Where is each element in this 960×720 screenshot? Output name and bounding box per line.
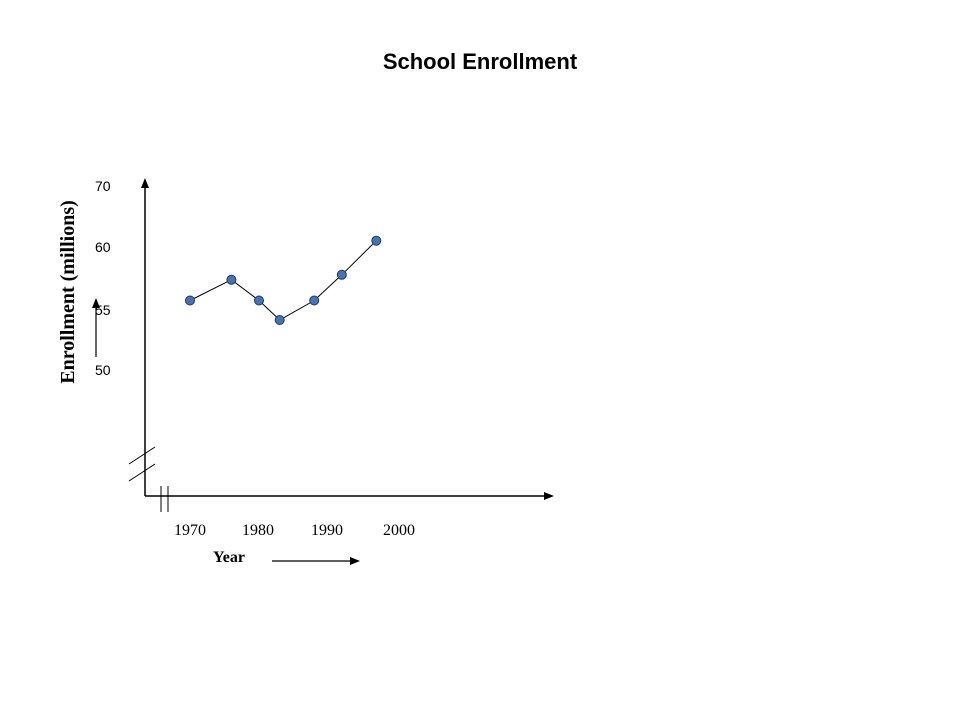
data-point: [226, 274, 237, 285]
x-tick-label: 1990: [311, 522, 343, 539]
y-axis-label: Enrollment (millions): [57, 200, 79, 384]
data-point: [336, 269, 347, 280]
data-point: [309, 295, 320, 306]
y-tick-label: 50: [95, 362, 111, 378]
x-tick-label: 1980: [242, 522, 274, 539]
y-axis-break-mark: [128, 446, 156, 465]
y-tick-label: 70: [95, 178, 111, 194]
series-layer: [185, 235, 382, 325]
data-point: [274, 315, 285, 325]
series-line: [189, 240, 377, 321]
x-axis-label: Year: [213, 549, 245, 566]
chart-title: School Enrollment: [383, 49, 578, 74]
x-tick-label: 1970: [174, 522, 206, 539]
y-axis-break-mark: [128, 463, 156, 482]
x-tick-label: 2000: [383, 522, 415, 539]
data-point: [371, 235, 382, 246]
y-tick-label: 55: [95, 302, 111, 318]
y-tick-label: 60: [95, 239, 111, 255]
data-point: [185, 295, 195, 306]
data-point: [254, 295, 264, 306]
